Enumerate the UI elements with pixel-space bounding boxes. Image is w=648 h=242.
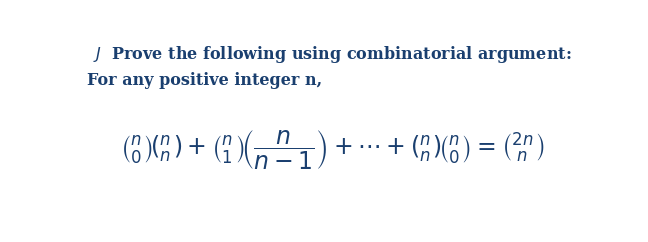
Text: $\mathit{J}$  Prove the following using combinatorial argument:: $\mathit{J}$ Prove the following using c… (93, 44, 572, 65)
Text: For any positive integer n,: For any positive integer n, (87, 72, 322, 89)
Text: $\binom{n}{0}\!\binom{n}{n} + \binom{n}{1}\!\left(\dfrac{n}{n-1}\right) + \cdots: $\binom{n}{0}\!\binom{n}{n} + \binom{n}{… (120, 129, 544, 172)
